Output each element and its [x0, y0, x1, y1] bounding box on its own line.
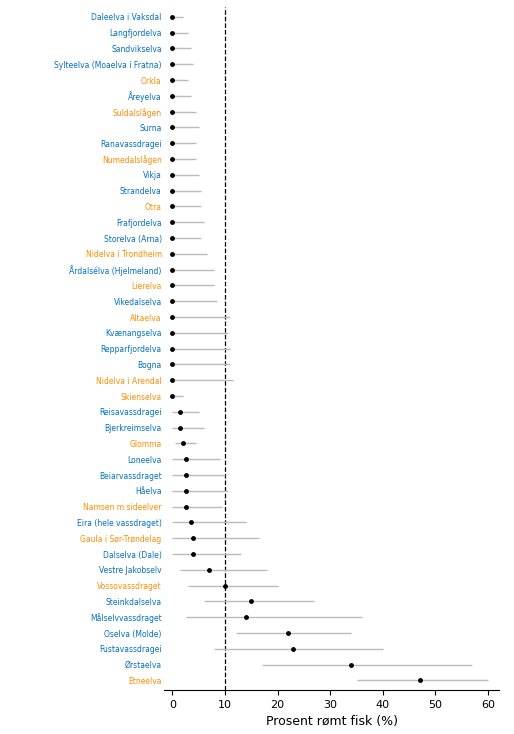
X-axis label: Prosent rømt fisk (%): Prosent rømt fisk (%): [266, 715, 397, 728]
